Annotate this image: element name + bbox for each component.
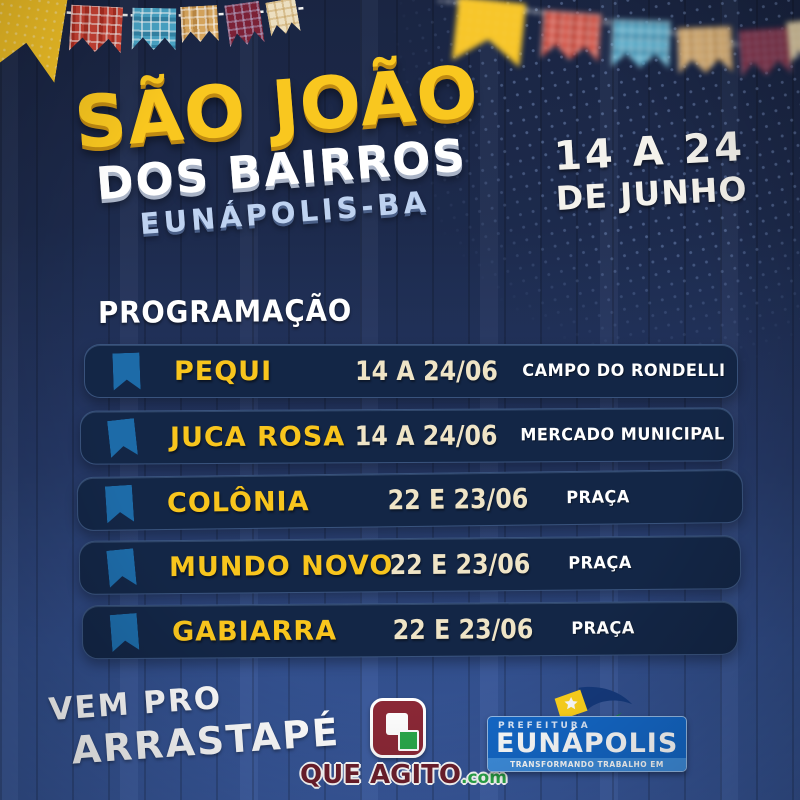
neighborhood-name: PEQUI (174, 355, 273, 387)
bunting-flag (69, 5, 123, 54)
event-location: MERCADO MUNICIPAL (520, 424, 726, 446)
program-heading: PROGRAMAÇÃO (97, 293, 353, 331)
queagito-mark-icon (369, 698, 426, 758)
prefeitura-box: PREFEITURA EUNÁPOLIS TRANSFORMANDO TRABA… (487, 716, 687, 772)
title-block: SÃO JOÃO DOS BAIRROS EUNÁPOLIS-BA (49, 49, 510, 248)
event-dates: 14 A 24/06 (355, 355, 499, 387)
event-dates: 22 E 23/06 (392, 613, 534, 646)
schedule-row: MUNDO NOVO 22 E 23/06 PRAÇA (78, 535, 742, 595)
bookmark-icon (110, 613, 140, 652)
schedule-row: COLÔNIA 22 E 23/06 PRAÇA (76, 468, 744, 532)
queagito-com-suffix: .com (461, 768, 507, 788)
neighborhood-name: GABIARRA (171, 615, 338, 648)
schedule-row: JUCA ROSA 14 A 24/06 MERCADO MUNICIPAL (79, 407, 735, 465)
bookmark-icon (106, 548, 136, 587)
bunting-flag (180, 5, 219, 43)
queagito-wordmark: QUE AGITO.com (300, 760, 507, 790)
bunting-flag (0, 0, 69, 83)
date-block: 14 A 24 DE JUNHO (546, 124, 755, 219)
event-location: PRAÇA (566, 487, 630, 509)
bunting-flag (786, 18, 800, 64)
bunting-flag (738, 27, 791, 76)
prefeitura-eunapolis-logo: PREFEITURA EUNÁPOLIS TRANSFORMANDO TRABA… (487, 686, 692, 772)
bunting-flag (611, 19, 671, 69)
bookmark-icon (112, 352, 140, 390)
neighborhood-name: MUNDO NOVO (168, 549, 394, 583)
bunting-flag (265, 0, 300, 36)
bookmark-icon (107, 418, 138, 458)
neighborhood-name: JUCA ROSA (169, 420, 346, 453)
event-location: PRAÇA (568, 553, 632, 574)
cta-block: VEM PRO ARRASTAPÉ (47, 672, 341, 774)
prefeitura-slogan: TRANSFORMANDO TRABALHO EM FELICIDADE (488, 758, 686, 771)
bookmark-icon (105, 484, 134, 523)
event-dates: 22 E 23/06 (389, 548, 531, 581)
queagito-logo: QUE AGITO.com (300, 698, 507, 790)
bunting-flag (224, 1, 265, 47)
schedule-row: GABIARRA 22 E 23/06 PRAÇA (81, 600, 739, 660)
neighborhood-name: COLÔNIA (166, 485, 310, 519)
event-dates: 14 A 24/06 (354, 420, 498, 452)
bunting-flag (132, 8, 177, 51)
bunting-flag (540, 10, 601, 62)
prefeitura-label: PREFEITURA (498, 721, 591, 731)
bunting-flag (677, 26, 733, 74)
event-dates: 22 E 23/06 (387, 483, 529, 516)
event-location: CAMPO DO RONDELLI (522, 361, 726, 381)
prefeitura-city: EUNÁPOLIS (496, 728, 679, 759)
event-location: PRAÇA (571, 618, 635, 639)
schedule-row: PEQUI 14 A 24/06 CAMPO DO RONDELLI (84, 344, 738, 398)
